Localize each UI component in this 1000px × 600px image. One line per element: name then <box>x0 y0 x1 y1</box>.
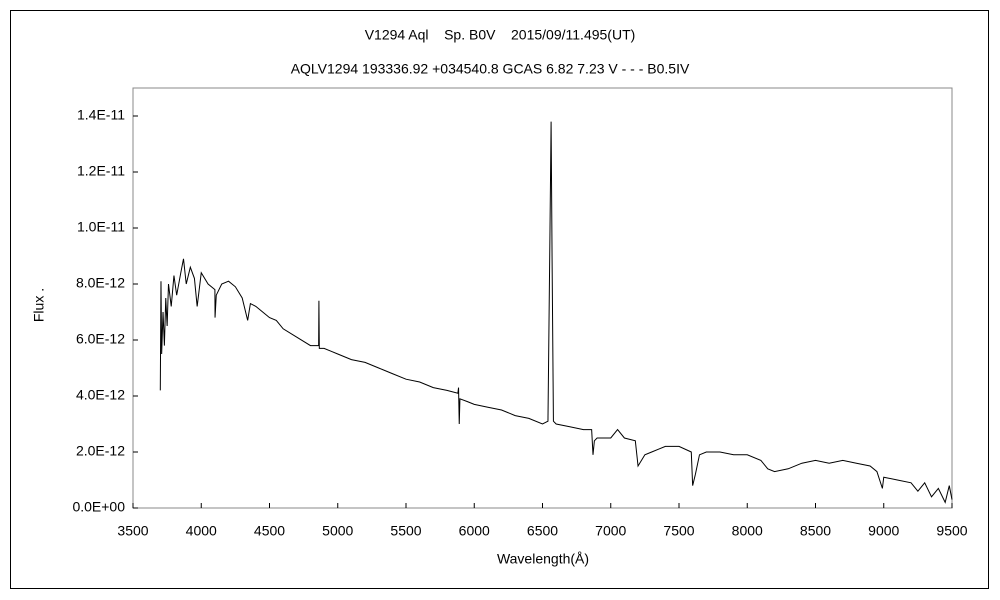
x-tick-label: 6500 <box>527 523 558 539</box>
x-tick-label: 9000 <box>868 523 899 539</box>
x-tick-label: 7500 <box>663 523 694 539</box>
x-tick-label: 5000 <box>322 523 353 539</box>
y-tick-label: 0.0E+00 <box>72 499 125 515</box>
x-axis-label: Wavelength(Å) <box>497 551 589 567</box>
chart-title: V1294 Aql Sp. B0V 2015/09/11.495(UT) <box>365 27 636 43</box>
y-tick-label: 4.0E-12 <box>76 387 125 403</box>
y-tick-label: 2.0E-12 <box>76 443 125 459</box>
x-tick-label: 3500 <box>117 523 148 539</box>
x-tick-label: 8000 <box>732 523 763 539</box>
chart-subtitle: AQLV1294 193336.92 +034540.8 GCAS 6.82 7… <box>291 61 690 77</box>
frame <box>10 10 989 589</box>
x-tick-label: 4500 <box>254 523 285 539</box>
y-tick-label: 8.0E-12 <box>76 275 125 291</box>
x-tick-label: 5500 <box>390 523 421 539</box>
y-tick-label: 1.2E-11 <box>77 163 125 179</box>
x-tick-label: 4000 <box>186 523 217 539</box>
x-tick-label: 6000 <box>459 523 490 539</box>
y-tick-label: 1.0E-11 <box>77 219 125 235</box>
y-tick-label: 6.0E-12 <box>76 331 125 347</box>
x-tick-label: 7000 <box>595 523 626 539</box>
x-tick-label: 8500 <box>800 523 831 539</box>
y-tick-label: 1.4E-11 <box>77 107 125 123</box>
y-axis-label: Flux . <box>31 288 47 322</box>
spectrum-line <box>159 121 953 504</box>
x-tick-label: 9500 <box>936 523 967 539</box>
